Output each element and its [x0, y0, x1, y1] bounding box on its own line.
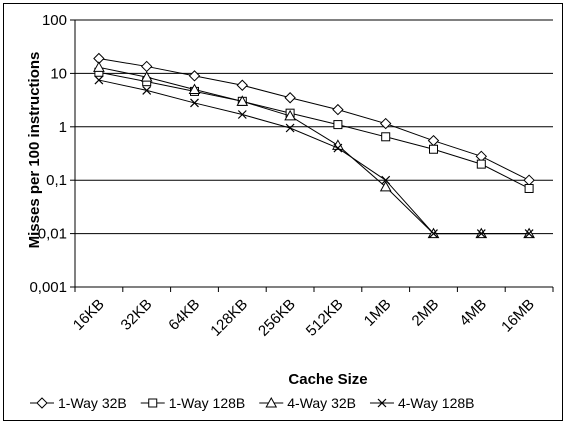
legend: 1-Way 32B 1-Way 128B 4-Way 32B 4-Way 128B — [30, 395, 475, 411]
legend-item: 4-Way 32B — [259, 395, 356, 411]
marker-triangle — [93, 61, 105, 72]
x-tick-label: 16MB — [498, 296, 538, 336]
marker-x — [237, 110, 247, 119]
legend-label: 4-Way 128B — [398, 395, 475, 411]
marker-x — [377, 398, 387, 408]
marker-diamond — [188, 70, 201, 82]
y-axis-ticks: 0,001 0,01 0,1 1 10 100 — [29, 12, 75, 296]
marker-square — [429, 144, 438, 154]
marker-x-stroke — [190, 98, 199, 108]
marker-diamond — [236, 79, 249, 91]
legend-item: 4-Way 128B — [369, 395, 475, 411]
marker-diamond — [379, 117, 392, 130]
marker-diamond — [332, 103, 344, 116]
marker-square — [476, 159, 486, 169]
marker-diamond — [36, 397, 48, 409]
marker-triangle — [379, 180, 392, 192]
y-tick-label: 0,01 — [38, 226, 67, 243]
marker-x — [476, 229, 486, 239]
marker-x-stroke — [142, 85, 152, 95]
marker-triangle — [265, 396, 278, 408]
marker-x — [429, 229, 438, 239]
marker-x-stroke — [237, 110, 247, 119]
series-line — [98, 79, 530, 235]
y-axis-title: Misses per 100 instructions — [26, 52, 43, 249]
series-4-way-128b — [94, 75, 534, 239]
marker-x-stroke — [524, 229, 534, 239]
marker-x-stroke — [377, 398, 387, 408]
x-tick-label: 256KB — [255, 296, 299, 340]
y-tick-label: 1 — [59, 119, 67, 136]
x-tick-label: 16KB — [70, 296, 108, 334]
series-line — [98, 71, 530, 189]
x-tick-label: 64KB — [165, 296, 203, 334]
series-4-way-32b — [93, 61, 535, 239]
marker-x — [333, 143, 343, 153]
marker-triangle — [140, 71, 153, 82]
marker-triangle — [188, 83, 201, 94]
legend-label: 1-Way 32B — [58, 395, 127, 411]
marker-x — [285, 123, 295, 133]
marker-x-stroke — [429, 229, 438, 239]
marker-x — [142, 85, 152, 95]
series-1-way-32b — [93, 52, 535, 186]
marker-triangle — [236, 95, 249, 106]
x-tick-label: 2MB — [408, 296, 442, 330]
marker-square — [381, 132, 391, 142]
y-tick-label: 0,001 — [29, 279, 67, 296]
marker-square — [148, 398, 158, 408]
series-line — [98, 58, 530, 181]
marker-triangle — [284, 109, 296, 121]
legend-label: 4-Way 32B — [287, 395, 356, 411]
y-tick-label: 0,1 — [46, 172, 67, 189]
marker-x-stroke — [285, 123, 295, 133]
legend-label: 1-Way 128B — [169, 395, 246, 411]
marker-x — [524, 229, 534, 239]
x-tick-label: 4MB — [456, 296, 490, 330]
marker-diamond — [523, 174, 535, 186]
x-axis-title: Cache Size — [288, 371, 367, 388]
y-tick-label: 100 — [42, 12, 67, 29]
marker-square — [333, 120, 343, 130]
grid-lines — [75, 19, 553, 235]
marker-square — [524, 183, 534, 193]
marker-x-stroke — [333, 143, 343, 153]
series-layer — [93, 52, 535, 239]
x-axis-ticks: 16KB 32KB 64KB 128KB 256KB 512KB 1MB 2MB 4MB 16MB — [70, 287, 554, 340]
x-tick-label: 1MB — [361, 296, 395, 330]
legend-item: 1-Way 32B — [30, 395, 127, 411]
marker-x-stroke — [476, 229, 486, 239]
marker-diamond — [140, 60, 153, 73]
x-tick-label: 512KB — [303, 296, 347, 340]
marker-x — [381, 175, 391, 185]
x-tick-label: 128KB — [207, 296, 251, 340]
marker-x-stroke — [381, 175, 391, 185]
x-tick-label: 32KB — [118, 296, 156, 334]
y-tick-label: 10 — [50, 65, 67, 82]
marker-x — [190, 98, 199, 108]
marker-diamond — [427, 134, 440, 147]
marker-x — [94, 75, 104, 85]
marker-x-stroke — [94, 75, 104, 85]
marker-diamond — [284, 92, 296, 104]
legend-item: 1-Way 128B — [140, 395, 246, 411]
